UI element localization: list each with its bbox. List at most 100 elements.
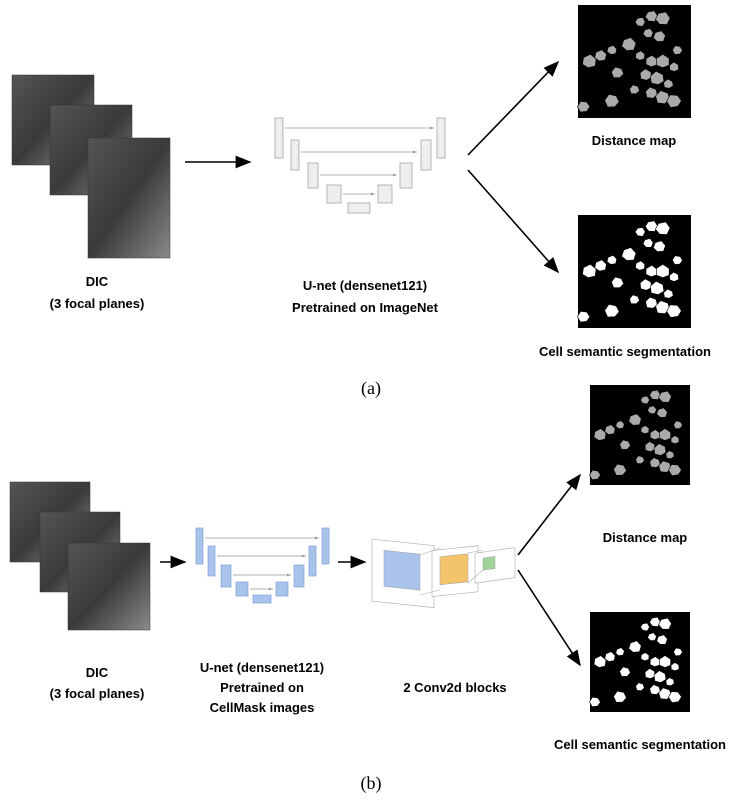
cell xyxy=(629,294,640,305)
cell xyxy=(639,68,652,81)
cell xyxy=(606,44,618,55)
cell xyxy=(604,651,616,662)
cell xyxy=(628,640,642,653)
cell xyxy=(656,407,668,418)
panel-a: DIC (3 focal planes) U-net (densenet121)… xyxy=(11,5,711,399)
cell xyxy=(621,37,637,51)
cell xyxy=(615,647,625,657)
cell xyxy=(644,668,656,680)
cell xyxy=(652,240,666,252)
cell xyxy=(582,53,597,69)
cell xyxy=(673,420,683,430)
cell xyxy=(594,49,607,62)
cell xyxy=(640,395,650,405)
output-label: Cell semantic segmentation xyxy=(554,737,726,752)
cell xyxy=(594,259,607,272)
cell xyxy=(604,424,616,435)
cell xyxy=(647,632,657,641)
output-label: Cell semantic segmentation xyxy=(539,344,711,359)
cell xyxy=(658,687,672,700)
output-label: Distance map xyxy=(592,133,677,148)
cell xyxy=(658,390,672,403)
cell xyxy=(635,50,646,61)
cell xyxy=(619,666,631,677)
model-label: U-net (densenet121) xyxy=(200,660,324,675)
cell xyxy=(656,53,670,69)
cell xyxy=(642,28,654,38)
cell xyxy=(653,670,667,683)
cell xyxy=(613,690,627,703)
cell xyxy=(613,463,627,476)
cell xyxy=(640,425,650,435)
cell xyxy=(653,443,667,456)
cell xyxy=(666,94,682,108)
cell xyxy=(639,278,652,291)
unet-icon xyxy=(195,527,330,604)
arrow xyxy=(467,60,560,156)
cell xyxy=(649,70,665,85)
cell xyxy=(640,652,650,662)
output-label: Distance map xyxy=(603,530,688,545)
dic-image xyxy=(67,542,151,631)
cell xyxy=(659,655,671,668)
cell xyxy=(593,655,607,668)
panel-b: DIC (3 focal planes) U-net (densenet121)… xyxy=(9,385,726,794)
cell xyxy=(669,61,679,72)
cell xyxy=(628,413,642,426)
cell xyxy=(665,677,675,687)
conv-icon xyxy=(371,538,516,608)
cell xyxy=(656,634,668,645)
cell xyxy=(604,93,620,108)
cell xyxy=(615,420,625,430)
cell xyxy=(577,100,591,113)
cell xyxy=(619,439,631,450)
cell xyxy=(604,303,620,318)
cells xyxy=(577,220,683,323)
model-label: U-net (densenet121) xyxy=(303,278,427,293)
cell xyxy=(668,691,682,704)
cell xyxy=(658,460,672,473)
cell xyxy=(649,280,665,295)
cell xyxy=(655,90,671,105)
cells xyxy=(577,10,683,113)
panel-label: (b) xyxy=(361,773,382,794)
dic-image xyxy=(87,137,171,259)
cell xyxy=(582,263,597,279)
cell xyxy=(589,469,601,481)
cell xyxy=(611,276,625,289)
head-label: 2 Conv2d blocks xyxy=(403,680,506,695)
cell xyxy=(577,310,591,323)
cell xyxy=(663,288,674,299)
input-label: DIC xyxy=(86,665,109,680)
cell xyxy=(669,271,679,282)
model-label: CellMask images xyxy=(210,700,315,715)
cell xyxy=(644,441,656,453)
input-label: (3 focal planes) xyxy=(50,686,145,701)
cell xyxy=(656,263,670,279)
cell xyxy=(672,255,683,265)
cell xyxy=(593,428,607,441)
cell xyxy=(611,66,625,78)
arrow xyxy=(517,569,581,667)
model-label: Pretrained on ImageNet xyxy=(292,300,439,315)
cell xyxy=(640,622,650,632)
cell xyxy=(629,84,640,95)
cell xyxy=(670,662,680,672)
cell xyxy=(606,254,618,265)
cell xyxy=(647,405,657,414)
cell xyxy=(668,464,682,477)
cell xyxy=(665,450,675,460)
cell xyxy=(655,300,671,315)
cell xyxy=(655,221,671,235)
cell xyxy=(672,45,683,55)
cell xyxy=(666,304,682,318)
cell xyxy=(635,682,645,691)
cell xyxy=(659,428,671,441)
cell xyxy=(652,30,666,42)
cell xyxy=(663,78,674,89)
unet-icon xyxy=(274,117,446,214)
cell xyxy=(589,696,601,708)
arrow xyxy=(517,473,581,556)
cell xyxy=(635,260,646,271)
